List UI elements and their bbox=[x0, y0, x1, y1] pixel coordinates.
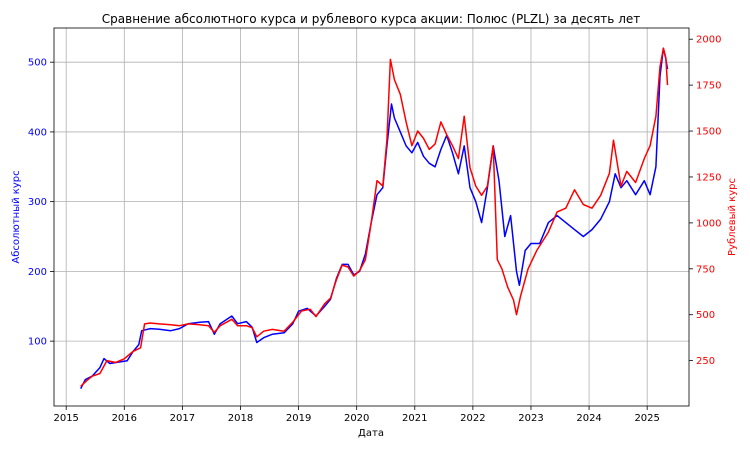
grid bbox=[54, 28, 689, 406]
x-tick-label: 2020 bbox=[344, 413, 369, 424]
x-tick-label: 2017 bbox=[170, 413, 195, 424]
y-right-axis-label: Рублевый курс bbox=[727, 178, 738, 256]
y-right-tick-label: 1000 bbox=[696, 218, 721, 229]
y-left-axis-label: Абсолютный курс bbox=[11, 170, 22, 263]
plot-frame bbox=[53, 27, 690, 407]
x-tick-label: 2018 bbox=[228, 413, 253, 424]
y-right-tick-label: 2000 bbox=[696, 35, 721, 46]
x-tick-label: 2021 bbox=[402, 413, 427, 424]
axes: 2015 2016 2017 2018 2019 2020 2021 2022 2023 2024… bbox=[28, 35, 722, 424]
x-tick-label: 2015 bbox=[53, 413, 78, 424]
x-tick-label: 2024 bbox=[576, 413, 601, 424]
x-tick-label: 2019 bbox=[286, 413, 311, 424]
y-right-tick-label: 750 bbox=[696, 264, 715, 275]
x-tick-label: 2016 bbox=[112, 413, 137, 424]
x-tick-label: 2023 bbox=[518, 413, 543, 424]
y-right-tick-label: 1250 bbox=[696, 172, 721, 183]
y-left-tick-label: 500 bbox=[28, 58, 47, 69]
y-right-tick-label: 1750 bbox=[696, 81, 721, 92]
y-left-tick-label: 100 bbox=[28, 337, 47, 348]
y-right-tick-label: 250 bbox=[696, 356, 715, 367]
y-right-tick-label: 1500 bbox=[696, 127, 721, 138]
x-tick-label: 2022 bbox=[460, 413, 485, 424]
x-axis-label: Дата bbox=[358, 428, 384, 439]
y-left-tick-label: 300 bbox=[28, 197, 47, 208]
ruble-price-line bbox=[80, 47, 669, 387]
series-layer bbox=[80, 47, 669, 389]
x-tick-label: 2025 bbox=[634, 413, 659, 424]
chart-title: Сравнение абсолютного курса и рублевого … bbox=[102, 12, 640, 26]
y-left-tick-label: 200 bbox=[28, 267, 47, 278]
y-right-tick-label: 500 bbox=[696, 310, 715, 321]
y-left-tick-label: 400 bbox=[28, 127, 47, 138]
